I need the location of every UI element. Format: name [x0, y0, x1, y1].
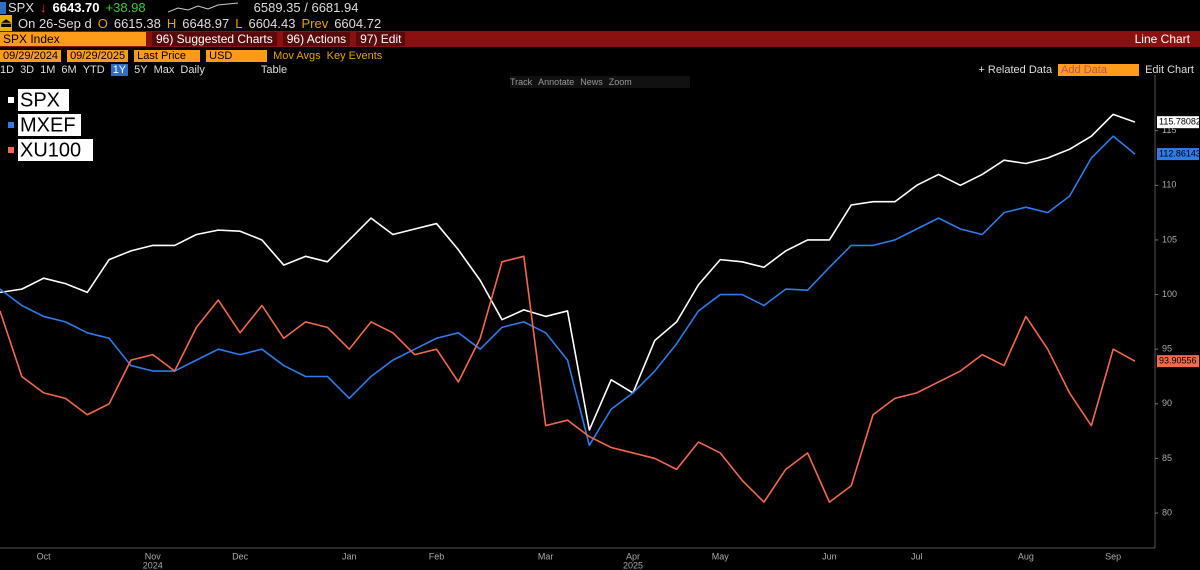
y-tick-label: 90: [1162, 398, 1172, 408]
last-value-tag: [1157, 148, 1199, 161]
period[interactable]: 1Y: [110, 64, 129, 76]
last-value-label: 115.78082: [1159, 117, 1200, 127]
tool[interactable]: Annotate: [538, 77, 575, 87]
field[interactable]: Last Price: [134, 49, 201, 62]
series-line: [0, 135, 1136, 447]
label: O: [97, 15, 108, 31]
range: 6589.35 / 6681.94: [253, 0, 359, 15]
x-tick-label: May: [712, 551, 730, 561]
sparkline: [167, 2, 238, 12]
period[interactable]: 1D: [0, 64, 15, 76]
legend-swatch: [8, 122, 14, 128]
price: 6643.70: [52, 0, 100, 15]
legend-bg: [18, 114, 81, 136]
y-tick-label: 80: [1162, 507, 1172, 517]
chart-type: Line Chart: [1134, 32, 1190, 46]
flag: [0, 1, 6, 14]
x-tick-label: Feb: [429, 551, 445, 561]
y-tick-label: 115: [1162, 125, 1176, 135]
last-value-tag: [1157, 116, 1199, 129]
x-year-label: 2025: [623, 560, 643, 570]
period[interactable]: Max: [153, 64, 175, 76]
down-arrow: ↓: [40, 0, 47, 15]
label: H: [166, 15, 177, 31]
x-tick-label: Jan: [342, 551, 357, 561]
period[interactable]: 1M: [40, 64, 56, 76]
period-bar: 1D 3D 1M 6M YTD 1Y 5Y Max Daily Table + Related Da…: [0, 63, 1200, 77]
change: +38.98: [105, 0, 146, 15]
x-tick-label: Jun: [822, 551, 837, 561]
menu-item[interactable]: 97) Edit: [356, 32, 406, 46]
period[interactable]: 5Y: [134, 64, 148, 76]
menu-bar: SPX Index 96) Suggested Charts 96) Actio…: [0, 31, 1200, 47]
last-value-label: 112.86143: [1159, 148, 1200, 158]
table[interactable]: Table: [260, 64, 288, 76]
legend-label: XU100: [20, 139, 81, 161]
last-value-tag: [1157, 355, 1199, 368]
legend-swatch: [8, 147, 14, 153]
tool[interactable]: Zoom: [608, 77, 632, 87]
x-tick-label: Sep: [1105, 551, 1121, 561]
last-value-label: 93.90556: [1159, 356, 1197, 366]
tool[interactable]: Track: [510, 77, 533, 87]
y-tick-label: 85: [1162, 453, 1172, 463]
menu-item[interactable]: 96) Actions: [282, 32, 351, 46]
y-tick-label: 95: [1162, 344, 1172, 354]
tool[interactable]: News: [580, 77, 603, 87]
tool-bar: Track Annotate News Zoom: [510, 76, 690, 88]
controls-bar: 09/29/2024 09/29/2025 Last Price USD Mov…: [0, 48, 1200, 63]
related-data[interactable]: + Related Data: [978, 64, 1053, 76]
date: On 26-Sep d: [18, 15, 92, 31]
prev: 6604.72: [334, 15, 382, 31]
frequency[interactable]: Daily: [180, 64, 205, 76]
x-year-label: 2024: [143, 560, 163, 570]
mov-avgs[interactable]: Mov Avgs: [273, 49, 321, 62]
open: 6615.38: [113, 15, 161, 31]
label: L: [235, 15, 243, 31]
y-tick-label: 110: [1162, 180, 1176, 190]
session-bar: ⏏ On 26-Sep d O 6615.38 H 6648.97 L 6604.43…: [0, 15, 1200, 31]
period[interactable]: 6M: [61, 64, 77, 76]
edit-chart[interactable]: Edit Chart: [1145, 64, 1194, 76]
label: Prev: [301, 15, 329, 31]
y-tick-label: 105: [1162, 234, 1177, 244]
quote-bar: SPX ↓ 6643.70 +38.98 6589.35 / 6681.94: [0, 0, 1200, 15]
key-events[interactable]: Key Events: [326, 49, 383, 62]
x-tick-label: Oct: [37, 551, 52, 561]
icon: ⏏: [0, 15, 13, 31]
legend-swatch: [8, 97, 14, 103]
legend-bg: [18, 139, 93, 161]
legend-label: SPX: [20, 89, 60, 111]
end-date[interactable]: 09/29/2025: [67, 49, 129, 62]
x-tick-label: Aug: [1018, 551, 1034, 561]
security[interactable]: SPX Index: [0, 32, 146, 46]
high: 6648.97: [182, 15, 230, 31]
low: 6604.43: [248, 15, 296, 31]
period[interactable]: 3D: [20, 64, 35, 76]
x-tick-label: Dec: [232, 551, 249, 561]
x-tick-label: Jul: [911, 551, 923, 561]
x-tick-label: Nov: [145, 551, 162, 561]
ticker: SPX: [8, 0, 35, 15]
x-tick-label: Mar: [538, 551, 554, 561]
menu-item[interactable]: 96) Suggested Charts: [152, 32, 277, 46]
x-tick-label: Apr: [626, 551, 640, 561]
series-line: [0, 255, 1136, 503]
legend: [2, 88, 92, 171]
legend-bg: [18, 89, 69, 111]
y-tick-label: 100: [1162, 289, 1177, 299]
add-data[interactable]: Add Data: [1058, 64, 1140, 76]
period[interactable]: YTD: [82, 64, 105, 76]
legend-label: MXEF: [20, 114, 76, 136]
start-date[interactable]: 09/29/2024: [0, 49, 62, 62]
currency[interactable]: USD: [206, 49, 268, 62]
series-line: [0, 113, 1136, 431]
